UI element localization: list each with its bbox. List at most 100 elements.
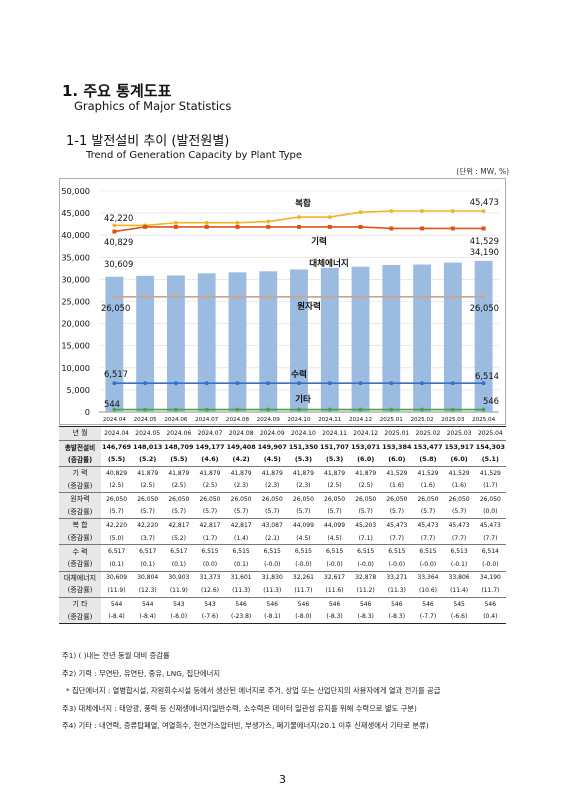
table-cell: (7.7) [452,534,467,542]
table-cell: (11.6) [325,586,344,594]
table-cell: (7.7) [483,534,498,542]
table-row: (증감률) (2.5) (2.5) (2.5) (2.5) (2.3) (2.3) (2.3)… [59,479,506,493]
table-cell: (6.0) [357,455,375,464]
series-point [173,294,179,299]
series-point [481,294,486,299]
table-cell: (5.5) [170,455,188,464]
table-cell: 41,879 [256,465,288,480]
table-row-label: (증감률) [59,531,101,545]
series-point [420,209,424,213]
table-cell: 543 [194,596,226,611]
bar-alt-energy [474,260,493,412]
y-tick-label: 10,000 [61,363,90,373]
table-row: (증감률) (-8.4) (-8.4) (-8.0) (-7.6) (-23.8) (-8.… [59,610,506,624]
table-cell: (1.6) [452,482,467,490]
table-cell: (4.5) [296,534,311,542]
series-point [420,381,424,386]
table-header-label: 년 월 [59,426,101,441]
bar-alt-energy [136,275,155,412]
table-header-cell: 2024.04 [101,426,133,441]
table-cell: 6,515 [381,544,413,558]
table-cell: (-0.0) [357,560,374,568]
table-cell: (-0.0) [326,560,343,568]
series-label: 수력 [291,368,307,380]
series-point [450,226,455,231]
table-cell: 544 [132,596,164,611]
table-header-cell: 2025.04 [474,426,506,441]
table-cell: (5.0) [109,534,124,542]
table-cell: 151,707 [318,439,351,454]
y-tick-label: 45,000 [61,208,90,218]
table-row-label: 대체에너지 [59,570,101,585]
table-row-label: (증감률) [59,453,101,467]
table-header-row: 년 월 2024.04 2024.05 2024.06 2024.07 2024.08 20… [59,426,506,441]
table-cell: 33,271 [381,570,413,585]
table-cell: 149,408 [225,439,257,454]
table-cell: (11.3) [232,586,251,594]
series-point [204,224,209,229]
table-cell: 30,804 [132,570,164,585]
table-cell: 31,601 [225,570,257,585]
table-cell: (-8.1) [256,610,288,624]
table-cell: (7.7) [420,534,436,542]
table-cell: (11.3) [263,586,282,594]
table-header-cell: 2024.09 [256,426,288,441]
table-cell: (2.5) [327,482,342,490]
table-row-label: (증감률) [59,479,101,493]
x-tick-label: 2024.12 [349,417,372,423]
x-tick-label: 2025.02 [411,417,434,423]
table-cell: (4.5) [327,534,342,542]
table-cell: (2.3) [265,482,280,490]
start-value-label: 6,517 [104,369,128,379]
table-cell: (-0.0) [388,560,406,568]
table-row: 총발전설비 146,769 148,013 148,709 149,177 149,408… [59,439,506,454]
table-row-label: 기 력 [59,465,101,480]
table-cell: 41,529 [412,465,444,480]
series-point [204,220,209,225]
table-row: 기 력 40,829 41,879 41,879 41,879 41,879 41,879 4… [59,465,506,480]
table-cell: (-23.8) [225,610,257,624]
notes: 주1) ( )내는 전년 동월 대비 증감률 주2) 기력 : 무연탄, 유연탄,… [62,647,440,735]
series-point [204,407,209,412]
table-row-label: 수 력 [59,544,101,558]
table-cell: 153,071 [350,439,382,454]
table-cell: 6,515 [318,544,351,558]
table-cell: (-0.1) [450,560,468,568]
table-cell: 45,473 [412,518,444,532]
table-cell: (5.7) [265,508,280,516]
table-cell: (-0.0) [419,560,437,568]
table-row-label: 복 합 [59,518,101,532]
table-cell: 26,050 [287,491,319,506]
series-point [174,381,178,386]
table-cell: (6.0) [450,455,468,464]
table-cell: (5.3) [294,455,312,464]
start-value-label: 30,609 [104,259,133,269]
table-cell: 33,364 [412,570,444,585]
table-row: (증감률) (0.1) (0.1) (0.1) (0.0) (0.1) (-0.0) (-0.… [59,557,506,572]
series-point [327,407,332,412]
table-cell: (11.4) [450,586,469,594]
series-point [112,407,117,412]
table-cell: (11.7) [481,586,500,594]
series-point [266,294,271,299]
table-cell: 41,879 [194,465,226,480]
note-line: 주3) 대체에너지 : 태양광, 풍력 등 신재생에너지(일반수력, 소수력은 … [62,703,417,713]
series-point [112,229,117,234]
series-point [297,381,301,386]
end-value-label: 546 [483,396,499,406]
table-row: (증감률) (5.0) (3.7) (5.2) (1.7) (1.4) (2.1) (4.5)… [59,531,506,545]
series-point [419,294,425,299]
table-row: (증감률) (11.9) (12.3) (11.9) (12.6) (11.3) (11.3… [59,584,506,598]
end-value-label: 45,473 [470,197,499,207]
table-cell: 6,515 [350,544,382,558]
table-cell: 546 [287,596,319,611]
table-row-label: (증감률) [59,610,101,624]
series-point [143,381,148,386]
table-header-cell: 2024.10 [287,426,319,441]
table-cell: (0.1) [109,560,124,568]
table-cell: (11.9) [169,586,188,594]
y-tick-label: 35,000 [61,252,90,262]
series-point [266,381,271,386]
note-line: 주4) 기타 : 내연력, 증류탑폐열, 여열회수, 천연가스압터빈, 부생가스… [62,721,429,731]
end-value-label: 26,050 [470,303,499,313]
